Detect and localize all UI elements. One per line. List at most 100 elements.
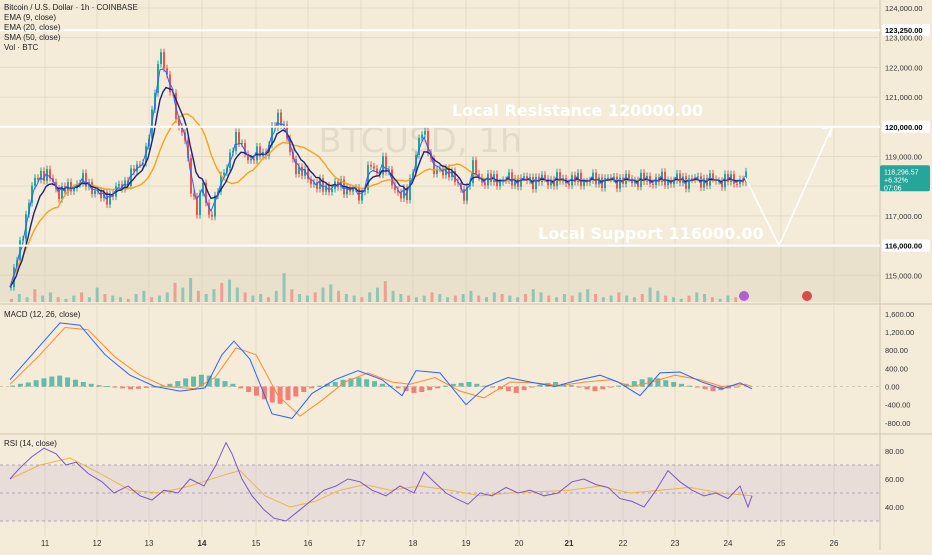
price-tick-label: 120,000.00 xyxy=(885,123,923,132)
candle-body xyxy=(739,179,741,185)
volume-bar xyxy=(734,297,738,302)
volume-bar xyxy=(477,295,481,302)
volume-bar xyxy=(601,297,605,302)
volume-bar xyxy=(228,279,232,302)
macd-histogram-bar xyxy=(72,379,78,387)
candle-body xyxy=(94,191,96,195)
symbol-title[interactable]: Bitcoin / U.S. Dollar · 1h · COINBASE xyxy=(4,3,138,12)
macd-pane-title[interactable]: MACD (12, 26, close) xyxy=(4,310,81,319)
candle-body xyxy=(160,52,162,65)
indicator-sma50[interactable]: SMA (50, close) xyxy=(4,33,61,42)
macd-histogram-bar xyxy=(529,386,535,388)
candle-body xyxy=(286,124,288,139)
candle-body xyxy=(454,171,456,182)
candle-body xyxy=(385,156,387,172)
x-tick-label: 25 xyxy=(777,539,786,548)
candle-body xyxy=(547,178,549,186)
candle-body xyxy=(142,162,144,165)
volume-bar xyxy=(469,290,473,302)
macd-histogram-bar xyxy=(269,386,275,403)
candle-body xyxy=(391,169,393,186)
macd-histogram-bar xyxy=(592,386,598,392)
macd-histogram-bar xyxy=(671,382,677,387)
candle-body xyxy=(73,188,75,192)
macd-histogram-bar xyxy=(222,381,228,387)
volume-bar xyxy=(687,295,691,302)
macd-histogram-bar xyxy=(332,382,338,387)
macd-histogram-bar xyxy=(309,386,315,389)
volume-bar xyxy=(282,273,286,302)
candle-body xyxy=(340,179,342,188)
volume-bar xyxy=(305,295,309,302)
candle-body xyxy=(304,169,306,176)
candle-body xyxy=(484,182,486,186)
price-tick-label: 121,000.00 xyxy=(885,93,923,102)
x-tick-label: 20 xyxy=(515,539,524,548)
macd-histogram-bar xyxy=(261,386,267,400)
volume-bar xyxy=(625,295,629,302)
volume-bar xyxy=(72,295,76,302)
indicator-volume[interactable]: Vol · BTC xyxy=(4,43,39,52)
candle-body xyxy=(652,183,654,185)
macd-histogram-bar xyxy=(379,383,385,387)
candle-body xyxy=(691,178,693,180)
candle-body xyxy=(568,183,570,186)
candle-body xyxy=(583,181,585,186)
rsi-pane-title[interactable]: RSI (14, close) xyxy=(4,439,57,448)
volume-bar xyxy=(243,292,247,302)
candle-body xyxy=(49,169,51,179)
candle-body xyxy=(208,202,210,215)
support-zone xyxy=(0,245,880,302)
indicator-ema9[interactable]: EMA (9, close) xyxy=(4,13,57,22)
macd-histogram-bar xyxy=(159,385,165,387)
candle-body xyxy=(442,168,444,176)
candle-body xyxy=(91,182,93,195)
volume-bar xyxy=(56,297,60,302)
candle-body xyxy=(712,173,714,179)
volume-bar xyxy=(274,290,278,302)
price-tag-change: +6.32% xyxy=(884,177,908,184)
candle-body xyxy=(589,180,591,183)
volume-bar xyxy=(461,294,465,302)
candle-body xyxy=(613,176,615,179)
price-tick-label: 117,000.00 xyxy=(885,212,922,221)
candle-body xyxy=(727,173,729,182)
macd-histogram-bar xyxy=(285,386,291,401)
macd-histogram-bar xyxy=(316,385,322,387)
x-tick-label: 19 xyxy=(462,539,471,548)
macd-histogram-bar xyxy=(411,386,417,393)
price-tick-label: 123,250.00 xyxy=(885,26,923,35)
x-tick-label: 23 xyxy=(671,539,680,548)
candle-body xyxy=(526,176,528,181)
volume-bar xyxy=(703,294,707,302)
candle-body xyxy=(475,160,477,174)
candle-body xyxy=(325,185,327,192)
indicator-ema20[interactable]: EMA (20, close) xyxy=(4,23,61,32)
macd-line xyxy=(9,322,753,419)
macd-histogram-bar xyxy=(17,383,23,387)
candle-body xyxy=(178,119,180,127)
macd-histogram-bar xyxy=(254,386,259,396)
candle-body xyxy=(70,182,72,192)
volume-bar xyxy=(648,287,652,302)
macd-histogram-bar xyxy=(49,376,55,387)
candle-body xyxy=(244,142,246,154)
x-tick-label: 12 xyxy=(93,539,102,548)
price-tag xyxy=(880,165,930,192)
candle-body xyxy=(223,172,225,175)
macd-histogram-bar xyxy=(553,382,559,387)
macd-histogram-bar xyxy=(710,386,716,392)
volume-bar xyxy=(10,298,13,302)
candle-body xyxy=(307,169,309,180)
volume-bar xyxy=(710,297,714,302)
candle-body xyxy=(313,182,315,185)
rsi-tick-label: 60.00 xyxy=(885,475,904,484)
volume-bar xyxy=(337,290,341,302)
macd-histogram-bar xyxy=(246,386,252,392)
candle-body xyxy=(664,171,666,186)
volume-bar xyxy=(555,297,559,302)
candle-body xyxy=(619,177,621,189)
volume-bar xyxy=(103,294,107,302)
